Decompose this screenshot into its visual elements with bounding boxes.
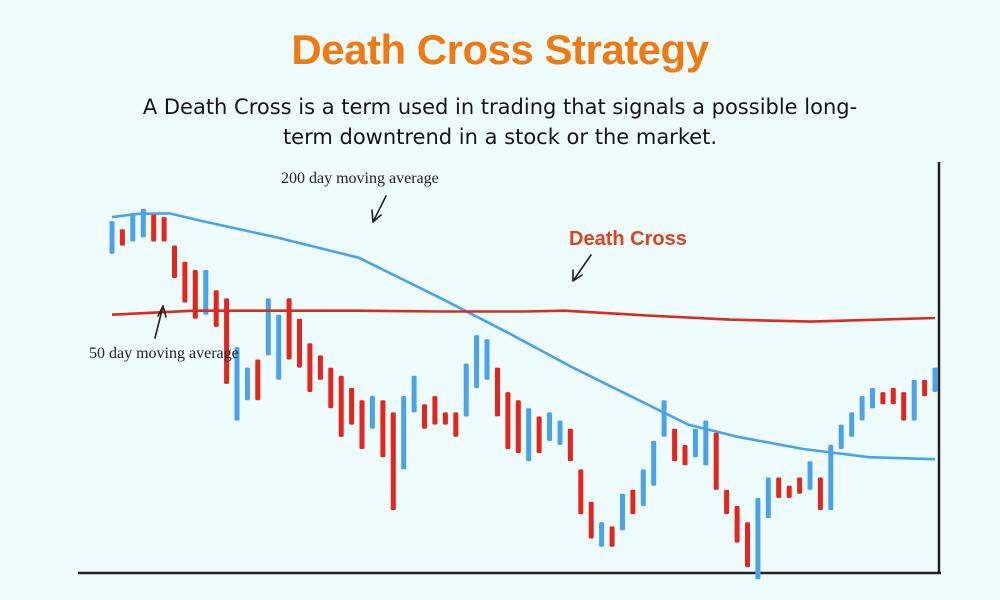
candle-down [317, 355, 323, 380]
ma50-arrow [154, 305, 167, 339]
candle-down [390, 412, 396, 511]
candle-up [755, 497, 761, 580]
candle-down [380, 400, 386, 458]
candle-down [588, 501, 594, 539]
candle-up [140, 208, 146, 238]
candle-up [526, 408, 532, 462]
candle-down [119, 229, 125, 246]
candle-down [442, 412, 448, 425]
chart-title: Death Cross Strategy [291, 26, 709, 73]
ma200-arrow [371, 195, 387, 223]
candle-down [213, 290, 219, 327]
candle-up [911, 379, 917, 421]
candle-up [474, 335, 480, 388]
candle-down [901, 392, 907, 421]
candle-down [495, 367, 500, 417]
candle-up [547, 412, 552, 441]
candle-up [640, 469, 646, 506]
candle-up [870, 388, 875, 409]
candle-down [817, 477, 823, 511]
candle-up [463, 363, 469, 417]
candle-up [838, 424, 844, 449]
candle-down [567, 428, 573, 462]
candle-down [307, 343, 313, 392]
candle-down [797, 477, 803, 494]
candle-down [505, 392, 511, 450]
candle-up [484, 339, 490, 380]
candle-up [651, 440, 657, 486]
candle-up [234, 347, 240, 421]
candle-up [859, 396, 865, 421]
candle-down [786, 485, 792, 498]
candle-down [192, 270, 198, 319]
candle-up [369, 396, 375, 429]
candle-up [828, 445, 834, 511]
candle-up [599, 522, 605, 547]
candle-up [557, 420, 563, 445]
candle-down [297, 318, 302, 368]
candle-down [432, 396, 438, 425]
candle-down [151, 213, 157, 242]
candle-up [661, 400, 667, 437]
candle-up [109, 221, 115, 254]
candle-down [286, 298, 292, 360]
candle-down [609, 526, 615, 547]
candle-down [161, 217, 167, 242]
axes [78, 162, 941, 575]
candle-down [224, 298, 230, 384]
candle-down [724, 489, 730, 515]
candle-up [411, 375, 417, 413]
candle-down [255, 359, 261, 401]
candle-down [359, 400, 365, 449]
candle-up [130, 213, 136, 242]
candle-down [349, 388, 355, 425]
candlesticks [109, 208, 938, 580]
candle-down [328, 367, 334, 409]
candle-down [713, 432, 719, 490]
chart-subtitle: A Death Cross is a term used in trading … [142, 95, 858, 149]
candle-up [692, 428, 698, 458]
candle-up [276, 314, 282, 380]
candle-down [453, 412, 459, 437]
candle-down [338, 375, 344, 437]
candle-down [672, 428, 678, 462]
death-cross-arrow [572, 254, 592, 282]
death-cross-annotation: Death Cross [569, 228, 687, 250]
candle-down [578, 469, 584, 515]
candle-up [849, 412, 855, 437]
candle-down [890, 388, 896, 405]
candle-up [203, 270, 209, 315]
candle-down [630, 489, 636, 515]
candle-up [807, 461, 813, 490]
ma200-line [111, 212, 936, 461]
candle-up [401, 396, 407, 470]
candle-down [776, 477, 782, 498]
candle-down [182, 261, 188, 303]
candle-up [932, 367, 938, 392]
ma50-line [111, 309, 936, 323]
ma200-annotation: 200 day moving average [281, 170, 439, 187]
candle-down [880, 392, 886, 405]
candle-up [620, 493, 625, 531]
ma50-annotation: 50 day moving average [89, 345, 239, 362]
candle-down [922, 379, 928, 397]
candle-down [536, 416, 542, 454]
candle-down [734, 506, 740, 543]
candle-up [765, 477, 771, 519]
candle-up [244, 367, 250, 401]
candle-down [172, 245, 177, 279]
candle-down [745, 522, 750, 568]
candle-down [515, 400, 521, 454]
candle-up [703, 420, 709, 466]
candle-up [265, 298, 271, 356]
candle-down [422, 404, 427, 429]
candle-down [682, 445, 688, 466]
